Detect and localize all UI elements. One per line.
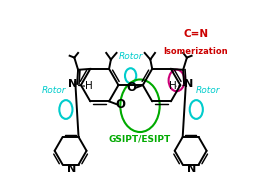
Text: N: N (68, 79, 78, 89)
Text: N: N (184, 79, 193, 89)
Text: N: N (187, 164, 196, 174)
Text: Rotor: Rotor (41, 86, 66, 95)
Text: Rotor: Rotor (196, 86, 221, 95)
Text: H: H (85, 81, 93, 91)
Text: GSIPT/ESIPT: GSIPT/ESIPT (109, 134, 171, 143)
Text: O: O (126, 81, 136, 94)
Text: N: N (67, 164, 76, 174)
Text: Rotor: Rotor (118, 53, 143, 61)
Text: Isomerization: Isomerization (163, 47, 228, 56)
Text: C=N: C=N (184, 29, 209, 40)
Text: H: H (169, 81, 177, 91)
Text: O: O (116, 98, 126, 111)
